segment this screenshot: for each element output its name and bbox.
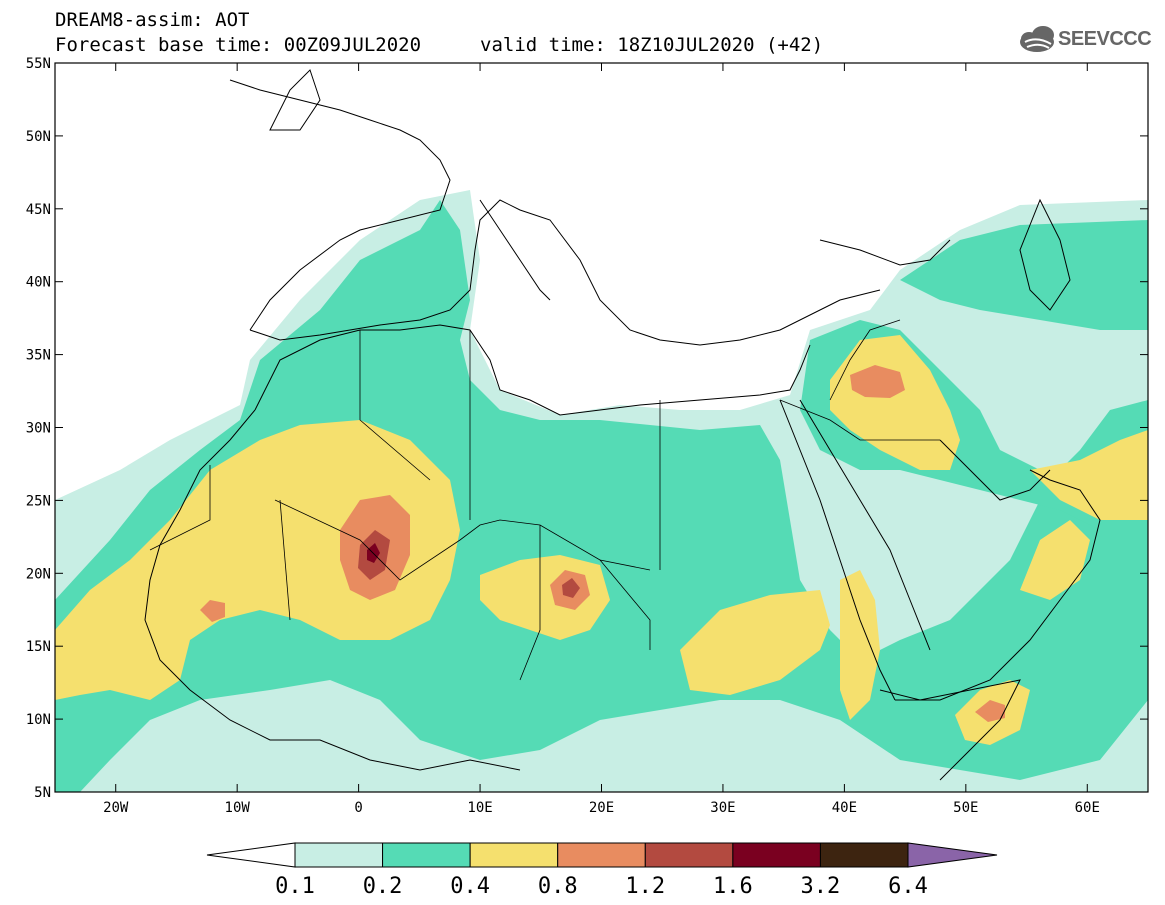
lon-label: 10E [467, 800, 492, 816]
aot-band-0.4-iraq [830, 335, 960, 470]
lon-label: 20W [103, 800, 129, 816]
colorbar-label: 0.4 [450, 874, 490, 899]
lat-label: 5N [34, 785, 51, 801]
aot-band-0.8-mauritania [200, 600, 225, 622]
colorbar-box [294, 842, 384, 868]
colorbar-box [819, 842, 909, 868]
colorbar-box [469, 842, 559, 868]
lat-label: 35N [26, 348, 51, 364]
lon-label: 40E [832, 800, 857, 816]
longitude-axis: 20W 10W 0 10E 20E 30E 40E 50E 60E [103, 63, 1100, 816]
latitude-axis: 55N 50N 45N 40N 35N 30N 25N 20N 15N 10N 5N [26, 56, 1148, 801]
cloud-logo-icon [1020, 26, 1054, 52]
coastlines [144, 69, 1101, 781]
lat-label: 45N [26, 202, 51, 218]
lon-label: 60E [1075, 800, 1100, 816]
forecast-base-time: Forecast base time: 00Z09JUL2020 [55, 34, 422, 56]
lon-label: 10W [225, 800, 251, 816]
lat-label: 20N [26, 566, 51, 582]
aot-band-0.4-arabia [1020, 520, 1090, 600]
lat-label: 55N [26, 56, 51, 72]
aot-band-0.4 [55, 420, 460, 700]
aot-band-0.4-sudan [680, 590, 830, 695]
lat-label: 40N [26, 275, 51, 291]
colorbar-label: 0.1 [275, 874, 315, 899]
lat-label: 10N [26, 712, 51, 728]
country-borders [149, 319, 940, 681]
lat-label: 15N [26, 639, 51, 655]
lon-label: 20E [589, 800, 614, 816]
valid-time: valid time: 18Z10JUL2020 (+42) [480, 34, 824, 56]
lon-label: 30E [710, 800, 735, 816]
chart-title: DREAM8-assim: AOT [55, 9, 250, 31]
colorbar-label: 1.6 [713, 874, 753, 899]
aot-contours [55, 190, 1148, 792]
lon-label: 0 [354, 800, 362, 816]
aot-band-0.2 [55, 200, 1148, 792]
aot-band-0.8-iraq [850, 365, 905, 398]
aot-band-0.2-north [900, 220, 1148, 330]
colorbar-low-extend [206, 842, 296, 868]
aot-band-0.4-iran [1030, 430, 1148, 520]
colorbar-box [382, 842, 471, 868]
colorbar-box [557, 842, 646, 868]
colorbar-label: 0.2 [363, 874, 403, 899]
colorbar-label: 6.4 [888, 874, 928, 899]
lat-label: 25N [26, 493, 51, 509]
colorbar-high-extend [907, 842, 998, 868]
lat-label: 50N [26, 129, 51, 145]
lon-label: 50E [953, 800, 978, 816]
colorbar-box [644, 842, 734, 868]
colorbar-box [732, 842, 821, 868]
aot-band-1.2-chad [562, 578, 580, 598]
colorbar-label: 1.2 [625, 874, 665, 899]
colorbar-label: 0.8 [538, 874, 578, 899]
logo-text: SEEVCCC [1058, 28, 1152, 50]
colorbar: 0.1 0.2 0.4 0.8 1.2 1.6 3.2 6.4 [206, 842, 998, 899]
aot-band-0.4-eritrea [840, 570, 880, 720]
colorbar-label: 3.2 [801, 874, 841, 899]
lat-label: 30N [26, 421, 51, 437]
aot-band-0.8-somalia [975, 700, 1005, 722]
